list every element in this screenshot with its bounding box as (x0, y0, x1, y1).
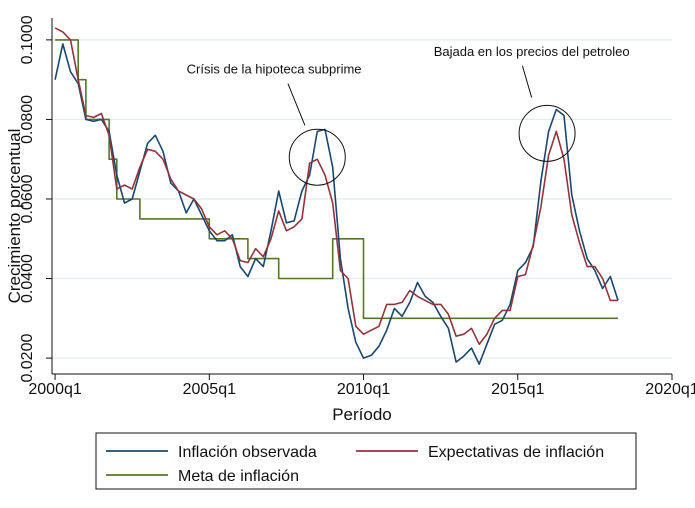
legend-label: Meta de inflación (178, 468, 299, 485)
series-line-1 (54, 27, 618, 346)
y-tick-label: 0.0200 (19, 334, 36, 383)
annotation-circle (288, 128, 346, 186)
annotations: Crísis de la hipoteca subprime Bajada en … (187, 44, 630, 186)
series-line-0 (54, 43, 619, 365)
annotation-text: Bajada en los precios del petroleo (434, 44, 630, 59)
x-tick-label: 2010q1 (337, 381, 390, 398)
y-axis-title: Crecimiento porcentual (5, 129, 24, 304)
series-layer (54, 27, 619, 365)
x-tick-label: 2000q1 (28, 381, 81, 398)
y-tick-label: 0.0600 (19, 174, 36, 223)
axes: 0.0200 0.0400 0.0600 0.0800 0.1000 2000q1 2005… (19, 15, 695, 398)
gridlines (52, 39, 672, 359)
legend-label: Inflación observada (178, 444, 317, 461)
legend: Inflación observada Expectativas de infla… (95, 432, 637, 490)
legend-label: Expectativas de inflación (428, 444, 604, 461)
x-tick-label: 2005q1 (183, 381, 236, 398)
x-tick-label: 2020q1 (645, 381, 695, 398)
x-tick-label: 2015q1 (491, 381, 544, 398)
y-tick-label: 0.1000 (19, 15, 36, 64)
y-tick-label: 0.0400 (19, 254, 36, 303)
x-axis-title: Período (332, 405, 392, 424)
legend-box (95, 432, 637, 490)
annotation-pointer (287, 83, 306, 126)
annotation-pointer (521, 65, 533, 98)
annotation-circle (518, 104, 576, 162)
y-tick-label: 0.0800 (19, 95, 36, 144)
annotation-text: Crísis de la hipoteca subprime (187, 62, 362, 77)
